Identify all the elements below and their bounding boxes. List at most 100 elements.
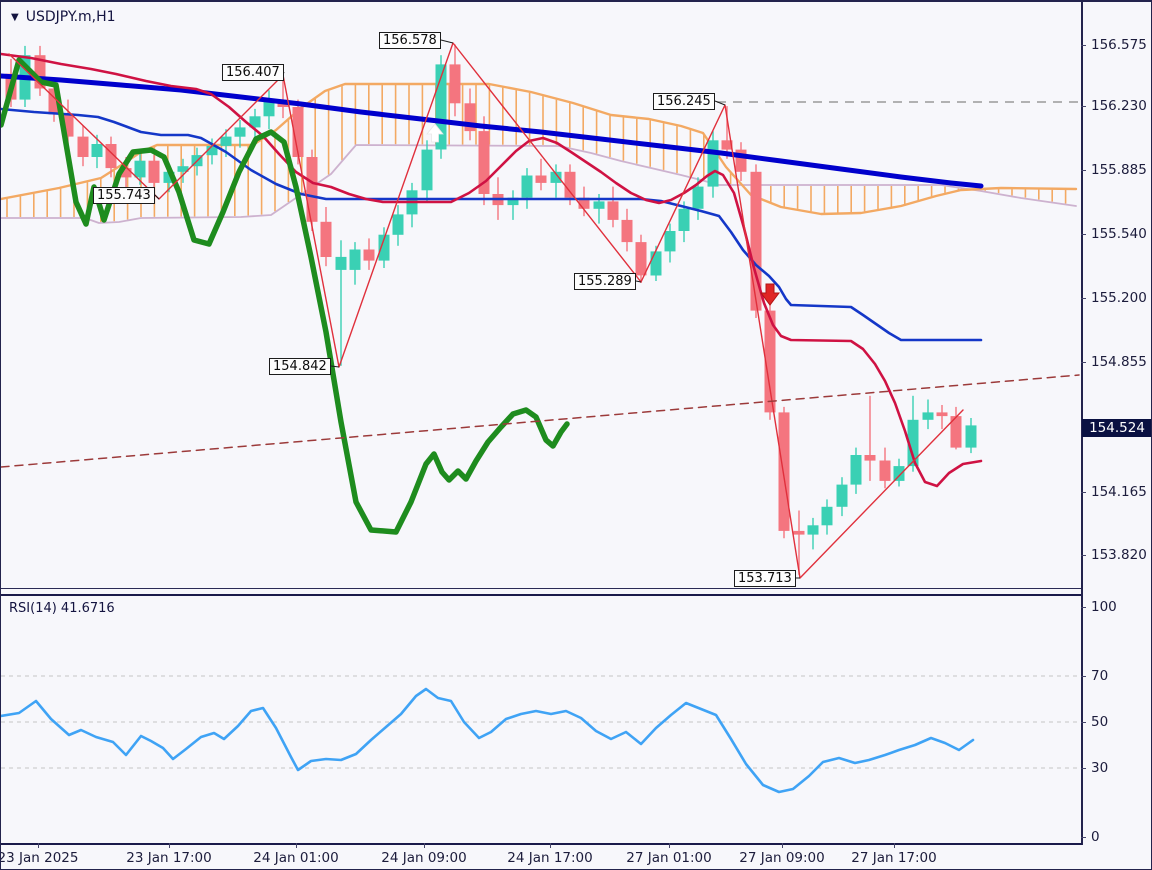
candle-up — [664, 223, 676, 263]
price-axis-label: 154.855 — [1091, 354, 1147, 370]
candle-down — [464, 88, 476, 141]
candle-up — [922, 399, 934, 430]
time-axis-label: 24 Jan 09:00 — [381, 850, 467, 866]
candle-down — [62, 99, 74, 144]
price-chart-canvas[interactable] — [1, 2, 1081, 590]
candle-up — [378, 227, 390, 268]
time-axis-label: 27 Jan 09:00 — [739, 850, 825, 866]
panel-separator[interactable] — [1, 588, 1082, 596]
candle-down — [478, 116, 490, 206]
time-axis-label: 23 Jan 17:00 — [126, 850, 212, 866]
candle-up — [349, 242, 361, 285]
candle-down — [778, 406, 790, 539]
rsi-axis-tickmark — [1081, 768, 1086, 769]
candle-up — [850, 447, 862, 494]
candle-up — [249, 108, 261, 139]
price-axis-tickmark — [1081, 45, 1086, 46]
candle-down — [635, 234, 647, 283]
buy-signal-arrow-icon — [426, 123, 444, 143]
zigzag-price-label: 154.842 — [269, 358, 331, 375]
price-axis-tickmark — [1081, 555, 1086, 556]
rsi-axis-tickmark — [1081, 676, 1086, 677]
time-axis-tickmark — [169, 843, 170, 848]
time-axis-tickmark — [894, 843, 895, 848]
zigzag-price-label: 156.407 — [222, 64, 284, 81]
price-axis-label: 156.575 — [1091, 37, 1147, 53]
symbol-timeframe-label: USDJPY.m,H1 — [25, 9, 116, 25]
rsi-axis-tickmark — [1081, 722, 1086, 723]
candle-up — [550, 164, 562, 198]
price-axis-tickmark — [1081, 492, 1086, 493]
rsi-chart-canvas[interactable] — [1, 596, 1081, 843]
price-axis-label: 155.540 — [1091, 226, 1147, 242]
candle-up — [507, 190, 519, 220]
price-axis-label: 155.200 — [1091, 290, 1147, 306]
time-axis-label: 24 Jan 01:00 — [253, 850, 339, 866]
sell-signal-arrow-icon — [760, 283, 780, 306]
candle-up — [435, 55, 447, 159]
zigzag-price-label: 155.289 — [574, 273, 636, 290]
rsi-panel-bottom-border — [1, 843, 1082, 845]
candle-up — [836, 477, 848, 517]
candle-up — [807, 517, 819, 550]
time-axis-tickmark — [669, 843, 670, 848]
zigzag-price-label: 156.578 — [379, 32, 441, 49]
candle-down — [621, 208, 633, 252]
candle-down — [148, 155, 160, 191]
price-axis-label: 154.165 — [1091, 484, 1147, 500]
candle-down — [535, 158, 547, 191]
candle-up — [421, 140, 433, 202]
candle-up — [263, 90, 275, 130]
annotation-connector — [154, 194, 160, 200]
tenkan-sen-line — [1, 52, 983, 488]
zigzag-line — [8, 42, 964, 579]
annotation-connector — [440, 39, 454, 44]
rsi-axis-tickmark — [1081, 837, 1086, 838]
price-axis-tickmark — [1081, 362, 1086, 363]
candle-up — [134, 153, 146, 185]
candle-up — [392, 205, 404, 246]
rsi-axis-label: 70 — [1091, 668, 1109, 684]
trendline-dashed — [1, 374, 1080, 468]
candle-up — [177, 158, 189, 183]
zigzag-price-label: 155.743 — [93, 187, 155, 204]
candle-down — [864, 395, 876, 481]
candle-down — [879, 447, 891, 489]
candle-down — [34, 45, 46, 96]
annotation-connector — [714, 100, 726, 106]
candle-down — [950, 406, 962, 450]
time-axis-tickmark — [424, 843, 425, 848]
candle-down — [105, 136, 117, 178]
candle-up — [234, 120, 246, 148]
time-axis-tickmark — [38, 843, 39, 848]
time-axis-tickmark — [782, 843, 783, 848]
zigzag-price-label: 156.245 — [653, 93, 715, 110]
candle-down — [578, 186, 590, 217]
candle-down — [793, 510, 805, 575]
time-axis-label: 27 Jan 01:00 — [626, 850, 712, 866]
kijun-sen-line — [1, 107, 983, 342]
price-axis-tickmark — [1081, 170, 1086, 171]
time-axis-label: 24 Jan 17:00 — [507, 850, 593, 866]
candle-down — [306, 149, 318, 231]
senkou-span-a-line — [1, 82, 1078, 216]
rsi-indicator-label: RSI(14) 41.6716 — [9, 601, 115, 616]
price-axis-tickmark — [1081, 234, 1086, 235]
candle-down — [320, 207, 332, 267]
candle-down — [607, 186, 619, 228]
candle-up — [678, 201, 690, 243]
candle-up — [707, 131, 719, 198]
candle-up — [406, 182, 418, 228]
candle-up — [91, 134, 103, 169]
chart-title: ▼ USDJPY.m,H1 — [11, 9, 116, 25]
candle-up — [335, 240, 347, 366]
senkou-span-b-line — [1, 144, 1077, 224]
price-axis-label: 153.820 — [1091, 547, 1147, 563]
chart-collapse-icon[interactable]: ▼ — [11, 11, 19, 23]
candle-down — [750, 164, 762, 318]
price-axis-label: 155.885 — [1091, 162, 1147, 178]
rsi-axis-tickmark — [1081, 607, 1086, 608]
candle-down — [735, 142, 747, 181]
zigzag-price-label: 153.713 — [734, 570, 796, 587]
